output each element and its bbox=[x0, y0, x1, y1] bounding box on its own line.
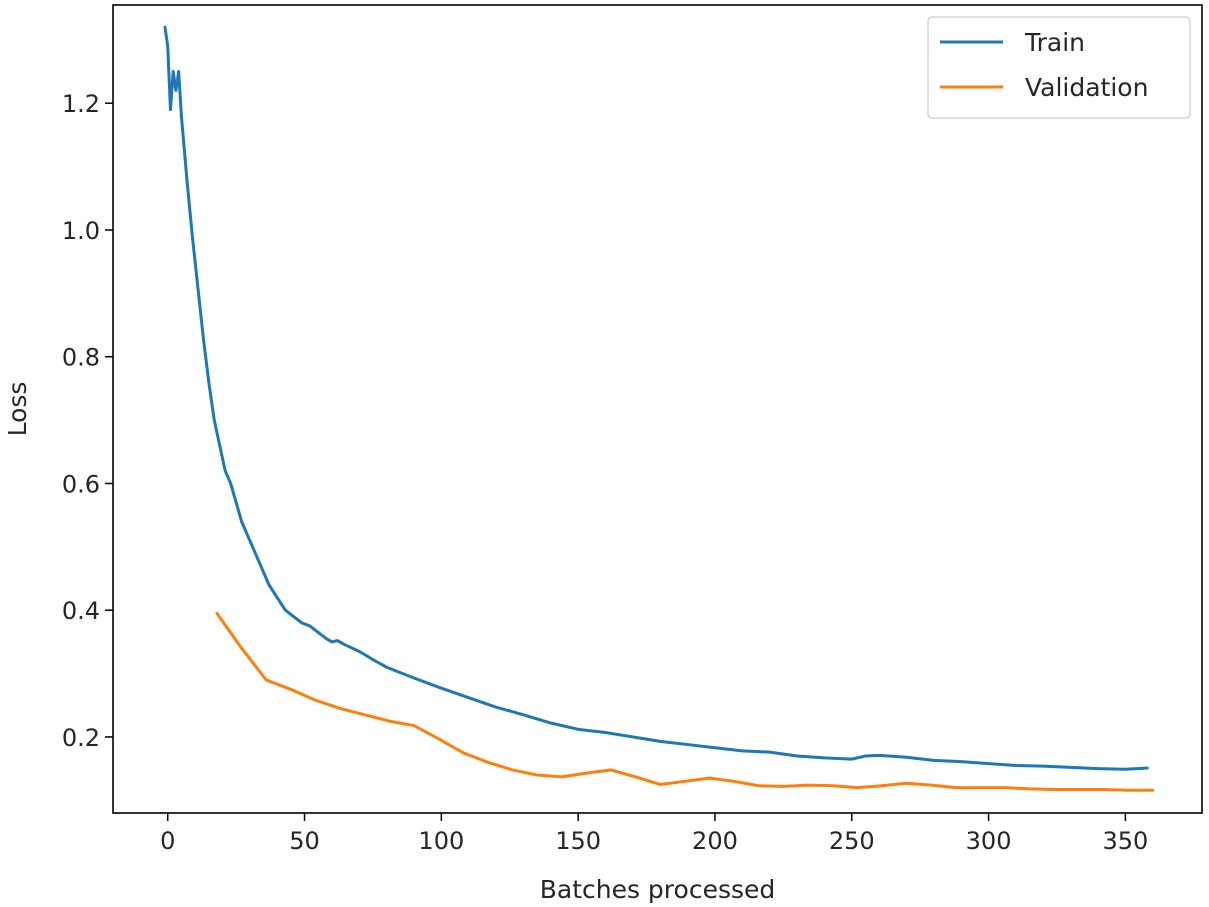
y-tick-label: 1.0 bbox=[62, 217, 100, 245]
y-tick-label: 0.4 bbox=[62, 597, 100, 625]
x-tick-label: 250 bbox=[829, 827, 875, 855]
series-line-validation bbox=[215, 611, 1155, 792]
x-tick-label: 300 bbox=[966, 827, 1012, 855]
x-axis: 0 50 100 150 200 250 300 350 bbox=[160, 813, 1148, 855]
y-axis-label: Loss bbox=[3, 382, 32, 437]
legend-label-validation: Validation bbox=[1025, 73, 1148, 102]
x-tick-label: 350 bbox=[1102, 827, 1148, 855]
y-tick-label: 0.6 bbox=[62, 470, 100, 498]
y-tick-label: 0.2 bbox=[62, 724, 100, 752]
x-tick-label: 150 bbox=[555, 827, 601, 855]
plot-frame bbox=[112, 4, 1203, 814]
series-line-train bbox=[163, 25, 1149, 771]
y-tick-label: 1.2 bbox=[62, 90, 100, 118]
x-tick-label: 200 bbox=[692, 827, 738, 855]
x-tick-label: 100 bbox=[418, 827, 464, 855]
x-tick-label: 0 bbox=[160, 827, 175, 855]
legend-label-train: Train bbox=[1024, 28, 1085, 57]
x-tick-label: 50 bbox=[289, 827, 320, 855]
x-axis-label: Batches processed bbox=[540, 875, 776, 904]
y-tick-label: 0.8 bbox=[62, 344, 100, 372]
y-axis: 0.2 0.4 0.6 0.8 1.0 1.2 bbox=[62, 90, 113, 752]
legend: Train Validation bbox=[927, 16, 1191, 119]
plot-area bbox=[163, 25, 1155, 792]
